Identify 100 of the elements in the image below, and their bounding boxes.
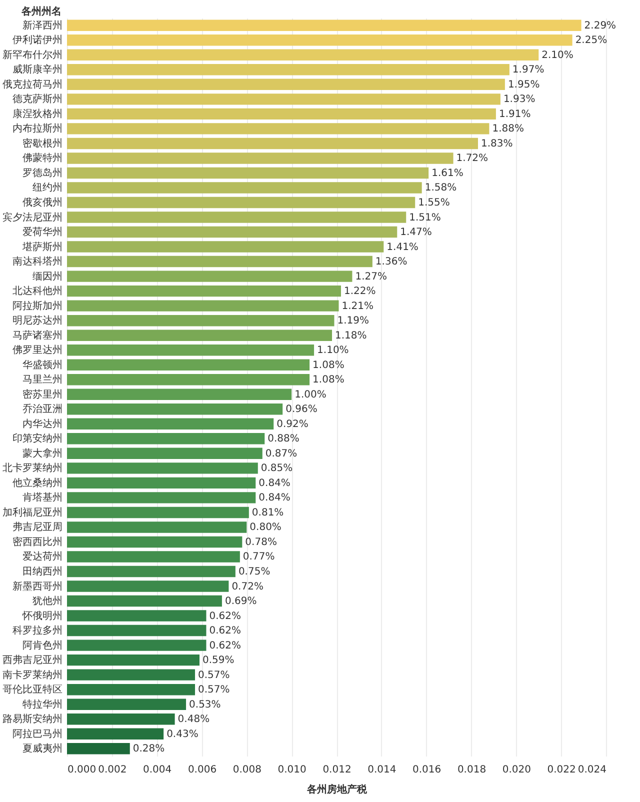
y-tick-label: 华盛顿州 — [22, 358, 62, 371]
y-tick-label: 康涅狄格州 — [12, 108, 62, 120]
bar — [67, 698, 186, 710]
data-label: 1.22% — [344, 286, 376, 298]
y-tick-label: 西弗吉尼亚州 — [2, 654, 62, 666]
bar — [67, 388, 292, 400]
y-tick-label: 北卡罗莱纳州 — [2, 462, 62, 474]
bar — [67, 359, 310, 370]
data-label: 0.57% — [198, 670, 230, 681]
data-label: 1.18% — [335, 330, 367, 342]
data-label: 1.95% — [508, 79, 540, 90]
data-label: 0.88% — [268, 434, 300, 445]
bar — [67, 182, 422, 194]
bar — [67, 256, 372, 268]
y-tick-label: 密苏里州 — [22, 388, 62, 400]
bar — [67, 330, 332, 341]
y-tick-label: 内布拉斯州 — [12, 122, 62, 135]
data-label: 2.29% — [584, 20, 616, 32]
y-tick-label: 蒙大拿州 — [22, 447, 62, 460]
x-tick-label: 0.000 — [68, 764, 96, 776]
x-tick-label: 0.010 — [278, 764, 306, 776]
data-label: 1.08% — [312, 374, 344, 386]
data-label: 1.91% — [498, 108, 531, 120]
y-tick-label: 爱达荷州 — [22, 550, 62, 563]
x-tick-label: 0.022 — [547, 764, 576, 776]
data-label: 0.43% — [166, 728, 198, 740]
x-axis-title: 各州房地产税 — [306, 784, 368, 796]
data-label: 0.72% — [232, 581, 264, 592]
y-axis-title: 各州州名 — [20, 6, 62, 18]
bar — [67, 728, 164, 740]
y-tick-label: 罗德岛州 — [22, 166, 62, 179]
y-tick-label: 新罕布什尔州 — [2, 48, 62, 61]
data-label: 1.72% — [456, 153, 488, 164]
data-label: 1.97% — [512, 64, 544, 76]
y-tick-label: 佛蒙特州 — [22, 152, 62, 164]
y-tick-label: 明尼苏达州 — [12, 314, 62, 327]
x-tick-label: 0.006 — [188, 764, 217, 776]
y-tick-label: 夏威夷州 — [22, 742, 62, 755]
y-tick-label: 田纳西州 — [22, 566, 62, 578]
bar — [67, 20, 582, 31]
bar — [67, 123, 490, 134]
bar — [67, 713, 175, 725]
y-tick-label: 犹他州 — [32, 595, 62, 608]
bar — [67, 49, 539, 61]
bar — [67, 404, 283, 415]
bar — [67, 640, 206, 651]
data-label: 0.53% — [189, 699, 221, 710]
bar — [67, 743, 130, 754]
y-tick-label: 路易斯安纳州 — [2, 713, 62, 726]
y-tick-label: 加利福尼亚州 — [2, 506, 62, 518]
data-label: 1.58% — [424, 182, 457, 194]
bar — [67, 152, 454, 164]
bar — [67, 624, 206, 636]
data-label: 1.08% — [312, 360, 344, 371]
data-label: 1.61% — [432, 168, 464, 179]
y-tick-label: 宾夕法尼亚州 — [2, 211, 62, 224]
x-tick-label: 0.014 — [368, 764, 396, 776]
data-label: 0.48% — [178, 714, 210, 726]
bar — [67, 270, 352, 282]
y-tick-label: 阿拉斯加州 — [12, 300, 62, 312]
y-tick-label: 他立桑纳州 — [12, 476, 62, 489]
bar — [67, 566, 236, 578]
bar — [67, 522, 247, 533]
x-tick-label: 0.018 — [457, 764, 486, 776]
y-tick-label: 南达科塔州 — [12, 256, 62, 268]
bar — [67, 448, 262, 460]
bar — [67, 226, 398, 238]
y-tick-label: 肯塔基州 — [22, 492, 62, 504]
data-label: 0.87% — [265, 448, 298, 460]
y-tick-label: 马萨诸塞州 — [12, 329, 62, 342]
data-label: 0.92% — [276, 418, 308, 430]
data-label: 0.69% — [224, 596, 257, 608]
x-tick-label: 0.004 — [143, 764, 172, 776]
bar — [67, 78, 505, 90]
data-label: 1.83% — [480, 138, 513, 150]
bar — [67, 64, 510, 76]
bar — [67, 684, 196, 696]
y-tick-label: 俄克拉荷马州 — [2, 78, 62, 90]
data-label: 0.57% — [198, 684, 230, 696]
bar — [67, 138, 478, 150]
data-label: 1.21% — [342, 300, 374, 312]
data-label: 1.41% — [386, 242, 418, 253]
data-label: 0.28% — [132, 744, 165, 755]
bar — [67, 595, 222, 607]
y-tick-label: 南卡罗莱纳州 — [2, 668, 62, 681]
y-tick-label: 北达科他州 — [12, 285, 62, 298]
x-tick-label: 0.012 — [322, 764, 352, 776]
y-tick-label: 纽约州 — [32, 182, 62, 194]
y-tick-label: 弗吉尼亚周 — [12, 521, 62, 534]
data-label: 0.96% — [286, 404, 318, 416]
bar — [67, 418, 274, 430]
data-label: 1.47% — [400, 227, 432, 238]
bar — [67, 580, 229, 592]
y-tick-label: 哥伦比亚特区 — [2, 684, 62, 696]
data-label: 1.51% — [409, 212, 441, 224]
y-tick-label: 科罗拉多州 — [12, 624, 62, 637]
bar — [67, 212, 406, 223]
y-tick-label: 新墨西哥州 — [12, 580, 62, 592]
data-label: 0.75% — [238, 566, 270, 578]
bar — [67, 492, 256, 504]
